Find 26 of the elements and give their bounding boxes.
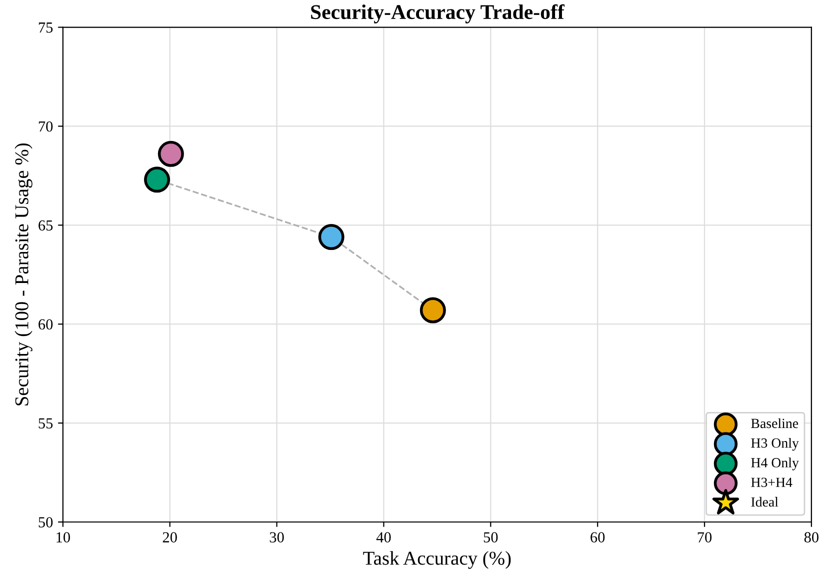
point: [420, 297, 446, 324]
legend-label: H3 Only: [751, 438, 799, 451]
x-tick-label: 80: [804, 532, 818, 542]
point: [144, 166, 170, 193]
x-tick-label: 60: [590, 532, 605, 542]
x-tick-label: 40: [376, 532, 391, 542]
legend-label: Ideal: [751, 496, 778, 507]
x-tick-label: 10: [56, 532, 70, 542]
legend-label: H4 Only: [751, 458, 799, 470]
chart-title: Security-Accuracy Trade-off: [311, 4, 565, 24]
x-tick-label: 50: [484, 532, 498, 542]
x-tick-label: 30: [270, 532, 284, 542]
y-tick-label: 70: [38, 121, 53, 132]
y-tick-label: 55: [38, 418, 53, 429]
y-tick-label: 50: [38, 517, 53, 528]
x-axis-title: Task Accuracy (%): [363, 551, 511, 569]
y-axis-title: Security (100 - Parasite Usage %): [14, 143, 32, 406]
x-tick-label: 20: [162, 532, 177, 542]
y-tick-label: 75: [38, 22, 53, 33]
point: [158, 140, 184, 167]
y-tick-label: 60: [38, 319, 53, 330]
x-tick-label: 70: [698, 532, 712, 542]
y-tick-label: 65: [38, 220, 53, 231]
legend-label: Baseline: [751, 418, 798, 428]
legend-label: H3+H4: [751, 478, 792, 488]
point: [318, 224, 344, 250]
